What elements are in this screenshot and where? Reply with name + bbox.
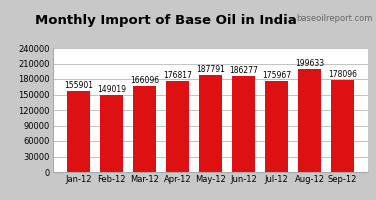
Text: baseoilreport.com: baseoilreport.com bbox=[296, 14, 372, 23]
Text: 187791: 187791 bbox=[196, 65, 225, 74]
Bar bbox=[67, 91, 90, 172]
Text: 186277: 186277 bbox=[229, 66, 258, 75]
Bar bbox=[133, 86, 156, 172]
Text: 178096: 178096 bbox=[328, 70, 357, 79]
Bar bbox=[298, 69, 321, 172]
Bar bbox=[232, 76, 255, 172]
Text: 175967: 175967 bbox=[262, 71, 291, 80]
Bar bbox=[100, 95, 123, 172]
Bar bbox=[199, 75, 222, 172]
Bar bbox=[166, 81, 189, 172]
Text: 155901: 155901 bbox=[64, 81, 93, 90]
Text: 166096: 166096 bbox=[130, 76, 159, 85]
Text: 149019: 149019 bbox=[97, 85, 126, 94]
Text: 199633: 199633 bbox=[295, 59, 324, 68]
Text: Monthly Import of Base Oil in India: Monthly Import of Base Oil in India bbox=[35, 14, 296, 27]
Bar bbox=[265, 81, 288, 172]
Text: 176817: 176817 bbox=[163, 71, 192, 80]
Bar bbox=[331, 80, 354, 172]
